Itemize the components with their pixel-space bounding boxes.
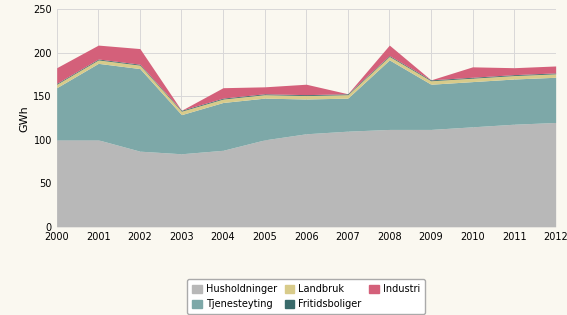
Y-axis label: GWh: GWh bbox=[19, 105, 29, 131]
Legend: Husholdninger, Tjenesteyting, Landbruk, Fritidsboliger, Industri: Husholdninger, Tjenesteyting, Landbruk, … bbox=[187, 279, 425, 314]
